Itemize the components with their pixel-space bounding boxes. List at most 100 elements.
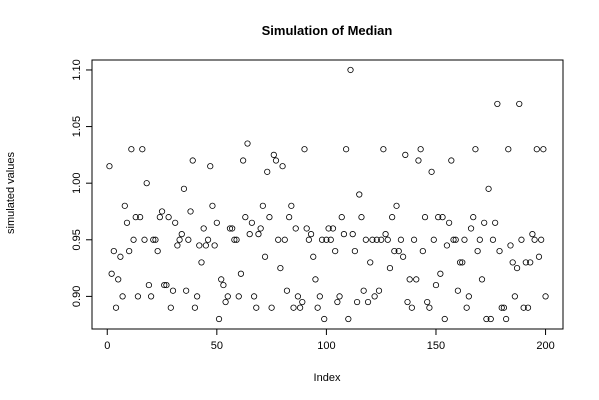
point: [489, 236, 497, 243]
point: [413, 276, 420, 283]
point: [345, 315, 352, 323]
point: [279, 163, 286, 170]
point: [288, 202, 295, 209]
point: [391, 248, 398, 255]
point: [172, 219, 179, 226]
point: [467, 225, 475, 232]
point: [424, 298, 431, 306]
point: [281, 236, 288, 243]
point: [112, 304, 120, 311]
point: [154, 248, 161, 255]
point: [476, 236, 483, 243]
point: [410, 236, 418, 243]
point: [310, 253, 317, 260]
point: [213, 219, 220, 226]
point: [180, 185, 188, 192]
point: [527, 259, 534, 266]
y-tick-label: 0.95: [71, 229, 83, 250]
point: [358, 214, 365, 221]
point: [110, 248, 117, 255]
point: [393, 202, 400, 209]
point: [353, 298, 361, 306]
point: [261, 253, 269, 260]
point: [332, 248, 339, 255]
point: [253, 304, 260, 311]
point: [198, 259, 205, 266]
point: [494, 100, 501, 108]
point: [446, 219, 453, 226]
point: [218, 276, 225, 283]
point: [520, 304, 527, 311]
point: [435, 214, 442, 221]
point: [362, 236, 369, 243]
point: [481, 219, 488, 226]
point: [248, 219, 255, 226]
point: [167, 304, 174, 311]
point: [459, 259, 466, 266]
point: [266, 214, 273, 221]
point: [312, 276, 319, 283]
x-tick-label: 100: [317, 340, 335, 352]
point: [189, 157, 196, 164]
point: [137, 214, 144, 221]
point: [220, 281, 227, 289]
point: [229, 225, 236, 232]
point: [191, 304, 199, 311]
point: [283, 287, 291, 294]
point: [165, 214, 172, 221]
point: [343, 146, 350, 153]
point: [286, 214, 293, 221]
point: [540, 146, 547, 153]
point: [215, 315, 223, 323]
point: [329, 225, 337, 232]
point: [314, 304, 321, 311]
point: [487, 315, 494, 323]
point: [323, 236, 330, 243]
point: [454, 287, 461, 294]
point: [507, 242, 514, 249]
point: [456, 259, 464, 266]
point: [402, 151, 409, 158]
point: [356, 191, 363, 198]
point: [485, 185, 492, 192]
point: [119, 293, 126, 300]
point: [294, 293, 302, 300]
point: [351, 248, 358, 255]
point: [500, 304, 508, 311]
point: [542, 293, 549, 300]
point: [408, 304, 415, 311]
point: [472, 146, 479, 153]
point: [516, 100, 523, 108]
point: [185, 236, 192, 243]
x-tick-label: 200: [536, 340, 554, 352]
point: [224, 293, 231, 300]
point: [183, 287, 190, 294]
point: [503, 315, 510, 323]
point: [292, 225, 299, 232]
point: [419, 248, 426, 255]
point: [264, 168, 271, 175]
point: [187, 208, 194, 215]
point: [397, 236, 405, 243]
point: [222, 298, 229, 306]
point: [509, 259, 516, 266]
point: [511, 293, 518, 300]
point: [321, 315, 328, 323]
point: [128, 146, 135, 153]
point: [123, 219, 131, 226]
point: [169, 287, 177, 294]
point: [349, 231, 356, 238]
y-tick-label: 0.90: [71, 286, 83, 307]
point: [156, 214, 163, 221]
point: [421, 214, 429, 221]
point: [209, 202, 216, 209]
point: [340, 231, 348, 238]
point: [522, 259, 529, 266]
point: [538, 236, 545, 243]
point: [325, 225, 332, 232]
point: [275, 236, 282, 243]
point: [364, 298, 372, 306]
y-axis-label: simulated values: [5, 152, 17, 234]
point: [334, 298, 341, 306]
